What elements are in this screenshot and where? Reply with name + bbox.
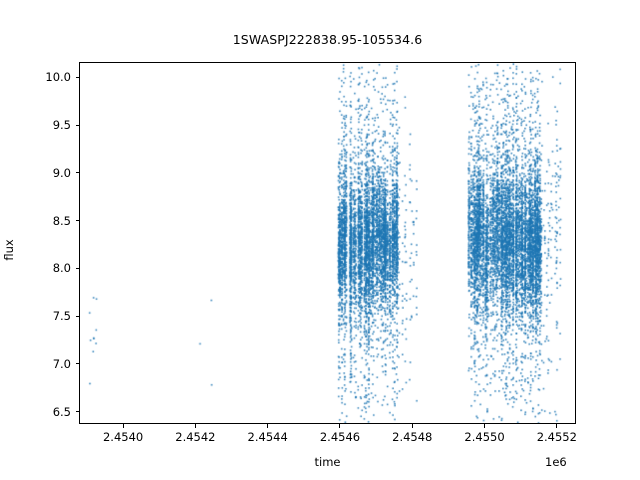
scatter-plot-canvas: [80, 63, 575, 423]
plot-axes: [79, 62, 576, 424]
y-tick-label: 9.5: [52, 118, 71, 133]
x-tick-mark: [411, 424, 413, 428]
y-tick-mark: [75, 411, 79, 413]
x-axis-label: time: [314, 455, 341, 469]
y-tick-label: 10.0: [45, 70, 71, 85]
page-title: 1SWASPJ222838.95-105534.6: [232, 32, 423, 47]
y-axis-label: flux: [2, 239, 16, 261]
y-tick-mark: [75, 220, 79, 222]
y-tick-mark: [75, 172, 79, 174]
y-tick-mark: [75, 267, 79, 269]
x-tick-label: 2.4540: [102, 430, 144, 444]
y-tick-mark: [75, 363, 79, 365]
y-tick-mark: [75, 76, 79, 78]
x-tick-mark: [122, 424, 124, 428]
x-tick-label: 2.4548: [392, 430, 433, 444]
x-tick-label: 2.4546: [319, 430, 361, 444]
x-tick-mark: [339, 424, 341, 428]
x-tick-label: 2.4542: [175, 430, 216, 444]
x-tick-mark: [484, 424, 486, 428]
y-tick-label: 7.5: [52, 309, 71, 324]
y-tick-label: 8.0: [52, 261, 71, 276]
x-tick-label: 2.4552: [536, 430, 577, 444]
y-tick-label: 8.5: [52, 213, 71, 228]
y-tick-label: 6.5: [52, 404, 71, 419]
y-tick-mark: [75, 124, 79, 126]
y-tick-label: 9.0: [52, 165, 71, 180]
x-tick-mark: [194, 424, 196, 428]
y-tick-label: 7.0: [52, 356, 71, 371]
x-tick-mark: [267, 424, 269, 428]
x-axis-offset-label: 1e6: [545, 455, 567, 469]
x-tick-label: 2.4544: [247, 430, 288, 444]
x-tick-mark: [556, 424, 558, 428]
x-tick-label: 2.4550: [464, 430, 505, 444]
y-tick-mark: [75, 315, 79, 317]
